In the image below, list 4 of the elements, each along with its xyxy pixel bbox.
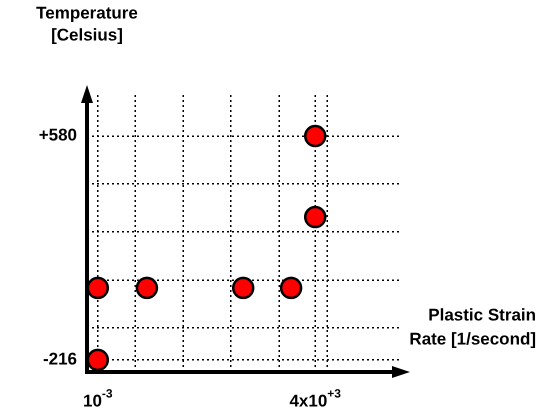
y-tick-label: -216 bbox=[42, 350, 78, 369]
y-axis-title: Temperature [Celsius] bbox=[36, 4, 138, 45]
x-axis-title: Plastic Strain Rate [1/second] bbox=[409, 306, 536, 349]
y-tick-label: +580 bbox=[38, 126, 78, 145]
